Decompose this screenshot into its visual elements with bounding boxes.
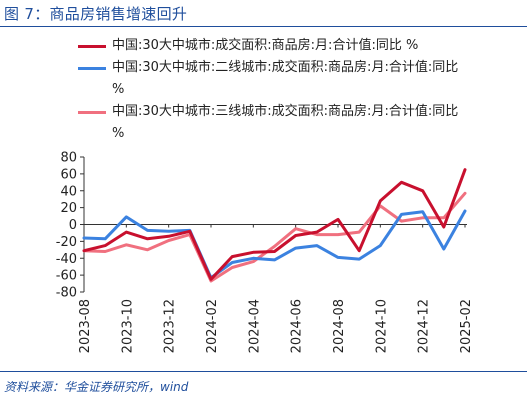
x-tick-label: 2023-08 xyxy=(78,299,93,353)
legend-item-tier2: 中国:30大中城市:二线城市:成交面积:商品房:月:合计值:同比 % xyxy=(78,57,518,101)
figure-title: 图 7：商品房销售增速回升 xyxy=(4,5,188,23)
x-tick-label: 2025-02 xyxy=(459,299,474,353)
source-note: 资料来源：华金证券研究所，wind xyxy=(4,380,189,394)
x-tick-label: 2024-02 xyxy=(205,299,220,353)
legend-item-tier1: 中国:30大中城市:成交面积:商品房:月:合计值:同比 % xyxy=(78,35,518,57)
chart-legend: 中国:30大中城市:成交面积:商品房:月:合计值:同比 % 中国:30大中城市:… xyxy=(78,35,518,145)
legend-item-tier3: 中国:30大中城市:三线城市:成交面积:商品房:月:合计值:同比 % xyxy=(78,101,518,145)
x-tick-label: 2024-06 xyxy=(290,299,305,353)
legend-swatch-tier3 xyxy=(78,111,106,114)
legend-label-tier2: 中国:30大中城市:二线城市:成交面积:商品房:月:合计值:同比 % xyxy=(112,60,459,97)
y-tick-label: 20 xyxy=(60,201,77,216)
y-tick-label: 40 xyxy=(60,184,77,199)
y-tick-label: -20 xyxy=(56,235,77,250)
series-line-3 xyxy=(82,191,467,283)
x-tick-label: 2024-12 xyxy=(417,299,432,353)
x-tick-label: 2023-12 xyxy=(163,299,178,353)
legend-label-tier3: 中国:30大中城市:三线城市:成交面积:商品房:月:合计值:同比 % xyxy=(112,104,459,141)
x-tick-label: 2023-10 xyxy=(120,299,135,353)
y-tick-label: 60 xyxy=(60,167,77,182)
title-divider xyxy=(0,26,527,27)
legend-swatch-tier1 xyxy=(78,45,106,48)
x-tick-label: 2024-08 xyxy=(332,299,347,353)
y-tick-label: -40 xyxy=(56,252,77,267)
y-tick-label: 80 xyxy=(60,151,77,166)
x-tick-label: 2024-10 xyxy=(374,299,389,353)
series-line-2 xyxy=(82,209,467,280)
legend-swatch-tier2 xyxy=(78,67,106,70)
y-tick-label: -60 xyxy=(56,269,77,284)
y-tick-label: -80 xyxy=(56,286,77,301)
series-line-1 xyxy=(82,168,467,281)
y-tick-label: 0 xyxy=(69,218,77,233)
source-divider xyxy=(0,371,527,372)
x-tick-label: 2024-04 xyxy=(247,299,262,353)
legend-label-tier1: 中国:30大中城市:成交面积:商品房:月:合计值:同比 % xyxy=(112,38,419,53)
